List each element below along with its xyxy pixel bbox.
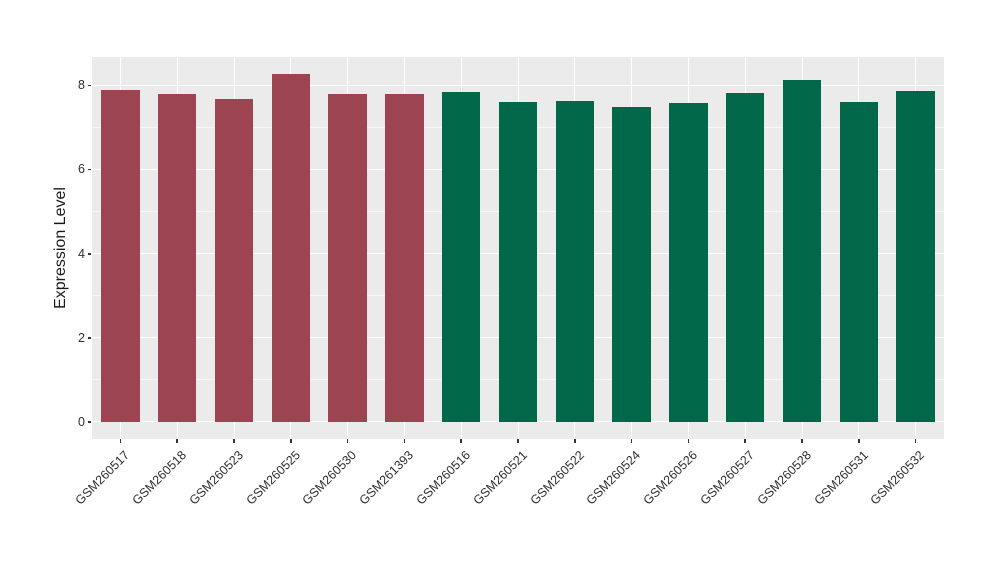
bar-GSM260530 <box>328 93 367 422</box>
x-axis-tick <box>233 439 235 443</box>
x-tick-label: GSM260531 <box>811 448 871 508</box>
x-axis-tick <box>744 439 746 443</box>
bar-GSM260527 <box>725 92 765 422</box>
y-axis-title: Expression Level <box>52 187 69 309</box>
x-tick-label: GSM260523 <box>186 448 246 508</box>
bar-GSM260532 <box>896 91 935 422</box>
x-tick-label: GSM260522 <box>527 448 587 508</box>
x-axis-tick <box>460 439 462 443</box>
x-tick-label: GSM260524 <box>583 448 644 508</box>
bar-GSM260528 <box>782 80 822 422</box>
y-tick-label: 6 <box>78 162 85 177</box>
bar-GSM260516 <box>441 92 481 422</box>
y-tick-label: 4 <box>78 246 85 261</box>
x-tick-label: GSM260527 <box>697 448 758 508</box>
x-axis-tick <box>176 439 178 443</box>
bar-GSM260518 <box>157 94 197 422</box>
x-tick-label: GSM260528 <box>754 448 814 508</box>
gridline-major <box>92 84 944 86</box>
bar-GSM260523 <box>214 98 254 422</box>
x-axis-tick <box>119 439 122 443</box>
y-axis-tick <box>88 337 91 339</box>
y-tick-label: 8 <box>78 78 85 93</box>
x-tick-label: GSM260530 <box>299 448 360 508</box>
x-tick-label: GSM260517 <box>72 448 133 508</box>
bar-GSM260525 <box>271 74 311 422</box>
x-tick-label: GSM260521 <box>470 448 530 508</box>
y-axis-tick <box>88 253 91 255</box>
bar-GSM260531 <box>839 102 879 422</box>
x-axis-tick <box>801 439 803 443</box>
bar-GSM261393 <box>385 93 424 422</box>
bar-GSM260522 <box>555 100 595 422</box>
y-tick-label: 0 <box>78 414 85 429</box>
x-axis-tick <box>574 439 576 443</box>
y-tick-label: 2 <box>78 330 85 345</box>
y-axis-tick <box>88 421 91 423</box>
gridline-major <box>92 421 944 423</box>
bar-GSM260521 <box>498 102 538 422</box>
x-axis-tick <box>517 439 519 443</box>
x-axis-tick <box>403 439 406 443</box>
plot-panel <box>92 57 944 439</box>
x-tick-label: GSM261393 <box>356 448 417 508</box>
x-tick-label: GSM260525 <box>243 448 303 508</box>
x-axis-tick <box>290 439 292 443</box>
bar-GSM260517 <box>101 90 140 422</box>
x-axis-tick <box>346 439 349 443</box>
bar-GSM260524 <box>612 107 651 422</box>
x-axis-tick <box>914 439 917 443</box>
x-axis-tick <box>630 439 633 443</box>
x-tick-label: GSM260516 <box>413 448 474 508</box>
y-axis-tick <box>88 168 91 171</box>
x-tick-label: GSM260532 <box>867 448 928 508</box>
bar-GSM260526 <box>669 102 708 422</box>
x-axis-tick <box>687 439 690 443</box>
x-axis-tick <box>858 439 860 443</box>
x-tick-label: GSM260518 <box>129 448 190 508</box>
y-axis-tick <box>88 84 91 87</box>
x-tick-label: GSM260526 <box>640 448 701 508</box>
